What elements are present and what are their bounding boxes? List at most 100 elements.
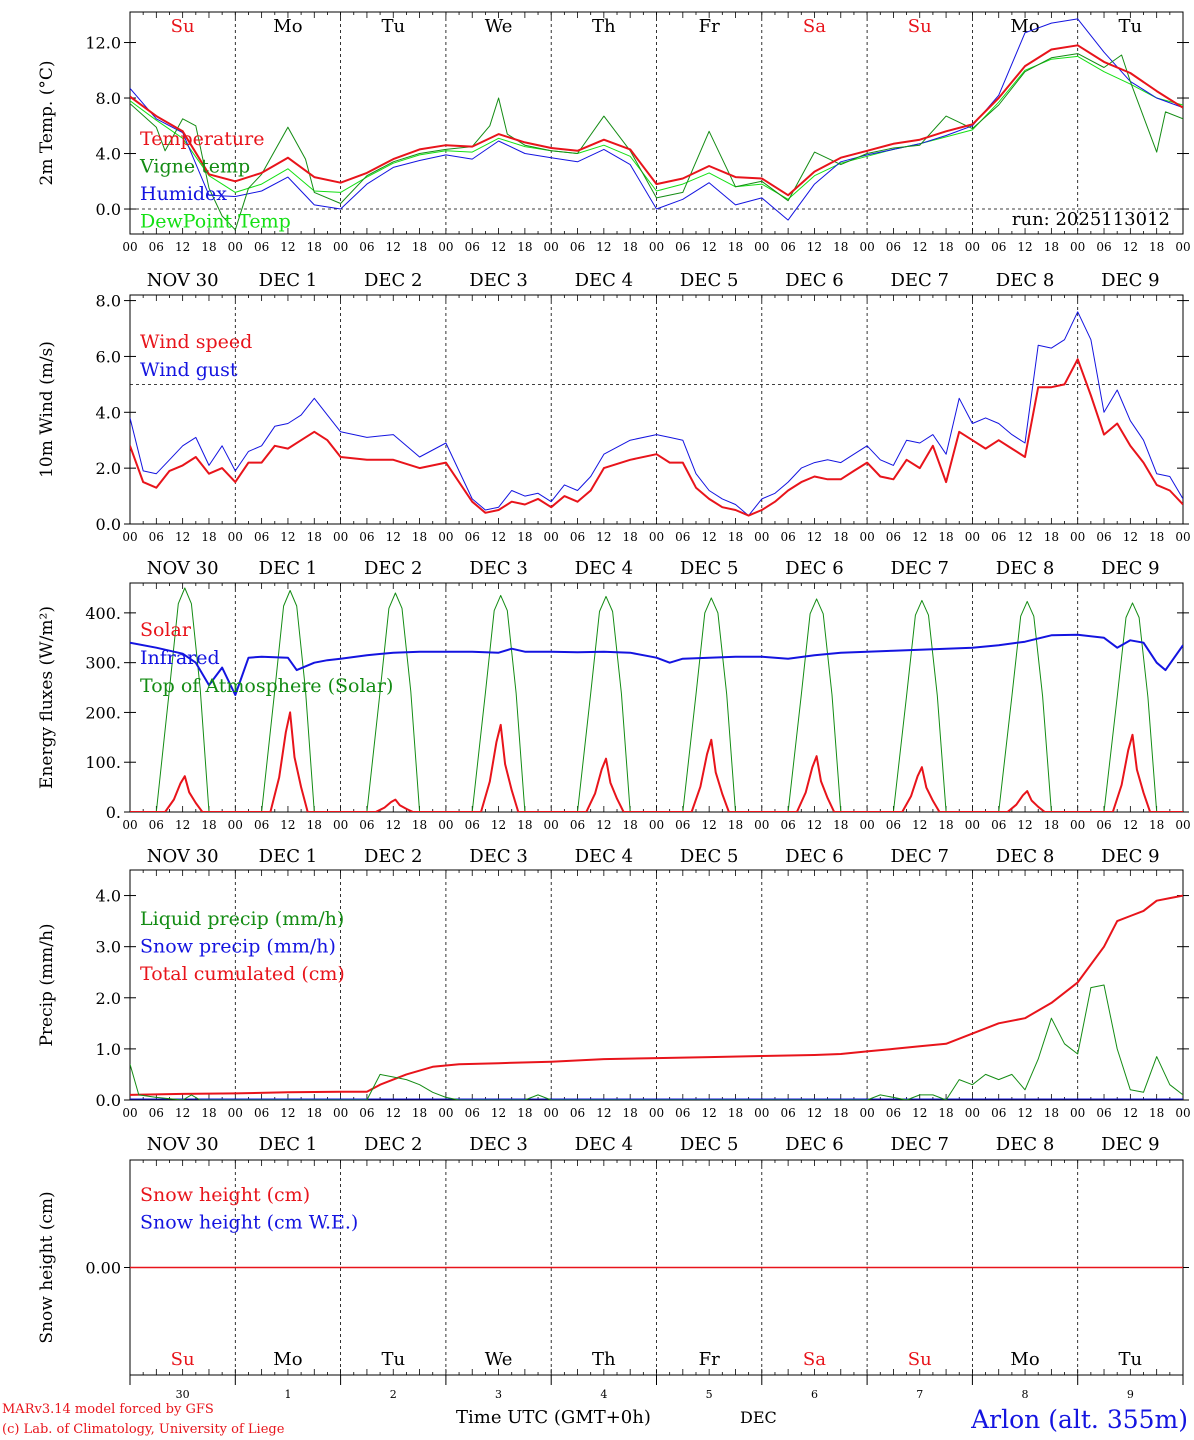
- x-hour-label: 18: [728, 818, 743, 832]
- x-hour-label: 00: [1070, 818, 1085, 832]
- day-number-label: 8: [1022, 1388, 1029, 1401]
- x-hour-label: 06: [149, 530, 164, 544]
- x-hour-label: 06: [991, 530, 1006, 544]
- x-hour-label: 00: [228, 530, 243, 544]
- x-hour-label: 18: [307, 240, 322, 254]
- x-hour-label: 18: [833, 818, 848, 832]
- credit-line-1: MARv3.14 model forced by GFS: [2, 1402, 214, 1417]
- x-hour-label: 00: [754, 240, 769, 254]
- series-line-top-of-atmosphere-solar: [130, 587, 1183, 812]
- x-hour-label: 12: [491, 530, 506, 544]
- x-hour-label: 00: [1175, 530, 1190, 544]
- x-date-label: NOV 30: [147, 1134, 219, 1155]
- x-hour-label: 12: [386, 818, 401, 832]
- y-tick-label: 8.0: [96, 292, 121, 311]
- series-line-infrared: [130, 633, 1183, 696]
- x-hour-label: 06: [149, 240, 164, 254]
- x-date-label: DEC 9: [1101, 270, 1160, 291]
- x-date-label: DEC 6: [785, 846, 844, 867]
- x-hour-label: 06: [886, 818, 901, 832]
- x-hour-label: 06: [465, 818, 480, 832]
- day-of-week-label: Su: [908, 1349, 932, 1370]
- x-hour-label: 18: [412, 818, 427, 832]
- x-hour-label: 00: [544, 530, 559, 544]
- x-hour-label: 06: [1096, 818, 1111, 832]
- day-of-week-label: We: [485, 1349, 513, 1370]
- x-hour-label: 12: [596, 818, 611, 832]
- run-label: run: 2025113012: [1012, 209, 1170, 230]
- x-date-label: DEC 4: [575, 270, 634, 291]
- x-date-label: DEC 3: [469, 270, 528, 291]
- x-hour-label: 00: [122, 1106, 137, 1120]
- x-hour-label: 18: [623, 530, 638, 544]
- x-hour-label: 00: [544, 1106, 559, 1120]
- day-of-week-label: Mo: [273, 1349, 302, 1370]
- series-line-solar: [130, 711, 1183, 812]
- y-tick-label: 8.0: [96, 89, 121, 108]
- x-hour-label: 00: [754, 1106, 769, 1120]
- x-hour-label: 18: [1044, 818, 1059, 832]
- x-date-label: DEC 8: [996, 1134, 1055, 1155]
- day-of-week-label: Su: [908, 16, 932, 37]
- x-hour-label: 18: [623, 818, 638, 832]
- day-of-week-label: Mo: [1010, 1349, 1039, 1370]
- x-hour-label: 18: [728, 530, 743, 544]
- x-date-label: DEC 8: [996, 270, 1055, 291]
- x-hour-label: 06: [254, 1106, 269, 1120]
- x-hour-label: 18: [307, 530, 322, 544]
- x-hour-label: 00: [544, 240, 559, 254]
- x-hour-label: 18: [623, 240, 638, 254]
- x-hour-label: 18: [517, 818, 532, 832]
- x-hour-label: 00: [438, 240, 453, 254]
- x-hour-label: 00: [1175, 818, 1190, 832]
- x-date-label: NOV 30: [147, 846, 219, 867]
- day-of-week-label: Th: [592, 16, 616, 37]
- panel-snow: 0.00 Snow height (cm) Su Mo Tu We Th Fr Sa Su Mo Tu…: [37, 1159, 1189, 1401]
- x-hour-label: 18: [517, 240, 532, 254]
- x-hour-label: 18: [1044, 530, 1059, 544]
- x-hour-label: 06: [570, 1106, 585, 1120]
- series-line-humidex: [130, 18, 1183, 221]
- day-number-label: 7: [916, 1388, 923, 1401]
- x-hour-label: 06: [359, 1106, 374, 1120]
- x-hour-label: 12: [702, 1106, 717, 1120]
- x-hour-label: 12: [280, 818, 295, 832]
- x-hour-label: 00: [333, 240, 348, 254]
- x-hour-label: 18: [201, 240, 216, 254]
- day-of-week-label: Sa: [803, 1349, 826, 1370]
- x-date-label: DEC 7: [890, 270, 949, 291]
- x-hour-label: 18: [833, 240, 848, 254]
- x-date-label: DEC 3: [469, 558, 528, 579]
- x-hour-label: 06: [254, 530, 269, 544]
- y-tick-label: 0.0: [96, 515, 121, 534]
- x-hour-label: 00: [1070, 1106, 1085, 1120]
- day-of-week-label: We: [485, 16, 513, 37]
- x-hour-label: 06: [465, 240, 480, 254]
- y-axis-title: 2m Temp. (°C): [37, 60, 57, 185]
- x-hour-label: 12: [386, 240, 401, 254]
- day-number-label: 9: [1127, 1388, 1134, 1401]
- month-label: DEC: [740, 1408, 777, 1427]
- y-tick-label: 4.0: [96, 403, 121, 422]
- x-hour-label: 12: [596, 530, 611, 544]
- x-hour-label: 18: [201, 1106, 216, 1120]
- x-date-label: DEC 6: [785, 270, 844, 291]
- x-hour-label: 12: [807, 530, 822, 544]
- x-hour-label: 00: [859, 530, 874, 544]
- x-hour-label: 12: [702, 818, 717, 832]
- x-hour-label: 18: [412, 1106, 427, 1120]
- y-axis-title: Energy fluxes (W/m²): [37, 606, 57, 789]
- legend-entry: Humidex: [140, 183, 227, 205]
- x-hour-label: 12: [596, 1106, 611, 1120]
- x-hour-label: 00: [754, 818, 769, 832]
- x-hour-label: 00: [649, 530, 664, 544]
- x-hour-label: 00: [438, 530, 453, 544]
- x-hour-label: 18: [201, 530, 216, 544]
- day-of-week-label: Mo: [273, 16, 302, 37]
- x-date-label: DEC 1: [259, 270, 318, 291]
- x-hour-label: 12: [280, 1106, 295, 1120]
- day-number-label: 30: [176, 1388, 190, 1401]
- x-hour-label: 06: [149, 1106, 164, 1120]
- x-hour-label: 18: [412, 530, 427, 544]
